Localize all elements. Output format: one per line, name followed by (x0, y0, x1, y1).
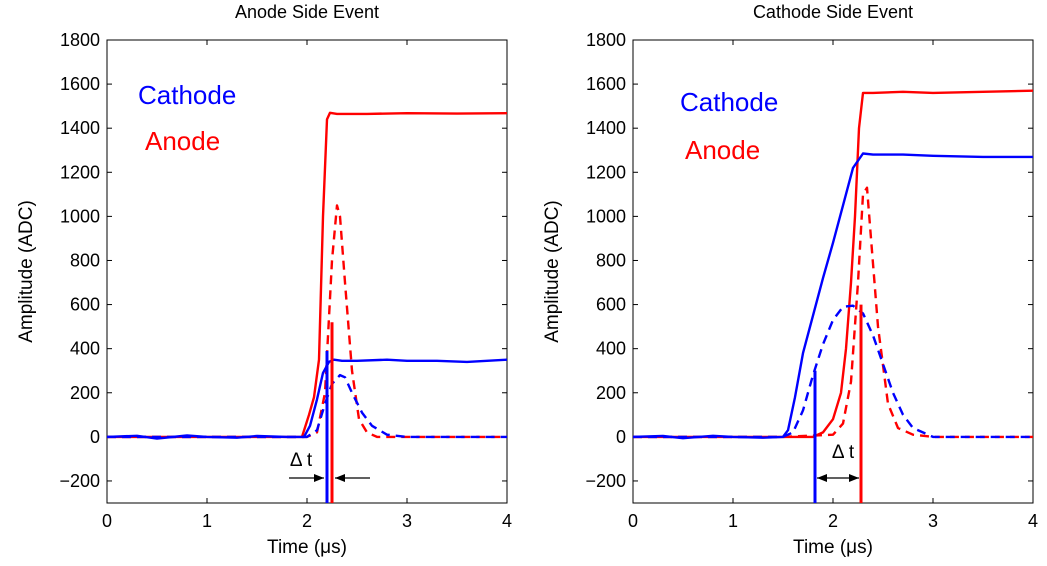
x-axis-label: Time (μs) (267, 537, 347, 558)
series-line-2 (107, 204, 507, 439)
y-tick-label: 800 (596, 250, 626, 270)
plot-area (107, 111, 507, 503)
x-tick-label: 1 (728, 511, 738, 531)
annotation-label: Δ t (290, 450, 313, 471)
y-tick-label: 1200 (60, 162, 100, 182)
delta-t-annotation: Δ t (289, 450, 370, 482)
series-line-4 (633, 304, 1033, 439)
y-tick-label: 600 (70, 295, 100, 315)
y-tick-label: 1600 (586, 74, 626, 94)
y-tick-label: 0 (90, 427, 100, 447)
x-tick-label: 0 (628, 511, 638, 531)
legend-entry: Anode (145, 126, 220, 156)
x-tick-label: 0 (102, 511, 112, 531)
y-tick-label: 1800 (586, 30, 626, 50)
y-tick-label: 0 (616, 427, 626, 447)
y-tick-label: 1400 (60, 118, 100, 138)
x-tick-label: 4 (1028, 511, 1038, 531)
y-tick-label: 1200 (586, 162, 626, 182)
legend-entry: Cathode (138, 80, 236, 110)
y-tick-label: 1600 (60, 74, 100, 94)
series-line-3 (107, 358, 507, 440)
x-tick-label: 1 (202, 511, 212, 531)
delta-t-annotation: Δ t (817, 442, 859, 482)
chart-title: Anode Side Event (235, 2, 379, 22)
legend-entry: Anode (685, 135, 760, 165)
y-tick-label: 600 (596, 295, 626, 315)
arrow-head (817, 474, 827, 482)
y-tick-label: 1000 (586, 206, 626, 226)
y-tick-label: 1000 (60, 206, 100, 226)
y-tick-label: 400 (596, 339, 626, 359)
y-axis-label: Amplitude (ADC) (542, 200, 563, 343)
legend-entry: Cathode (680, 87, 778, 117)
y-tick-label: 1800 (60, 30, 100, 50)
series-line-3 (633, 152, 1033, 440)
annotation-label: Δ t (832, 442, 855, 463)
y-tick-label: 200 (596, 383, 626, 403)
y-axis-label: Amplitude (ADC) (16, 200, 37, 343)
x-tick-label: 2 (302, 511, 312, 531)
x-axis-label: Time (μs) (793, 537, 873, 558)
plot-area (633, 89, 1033, 503)
x-tick-label: 3 (928, 511, 938, 531)
arrow-head (335, 474, 345, 482)
y-tick-label: 400 (70, 339, 100, 359)
series-line-2 (633, 186, 1033, 439)
series-line-1 (107, 111, 507, 439)
series-line-4 (107, 373, 507, 439)
arrow-head (314, 474, 324, 482)
y-tick-label: −200 (585, 471, 626, 491)
x-tick-label: 4 (502, 511, 512, 531)
chart-title: Cathode Side Event (753, 2, 913, 22)
x-tick-label: 2 (828, 511, 838, 531)
y-tick-label: −200 (59, 471, 100, 491)
y-tick-label: 200 (70, 383, 100, 403)
y-tick-label: 800 (70, 250, 100, 270)
y-tick-label: 1400 (586, 118, 626, 138)
arrow-head (849, 474, 859, 482)
x-tick-label: 3 (402, 511, 412, 531)
